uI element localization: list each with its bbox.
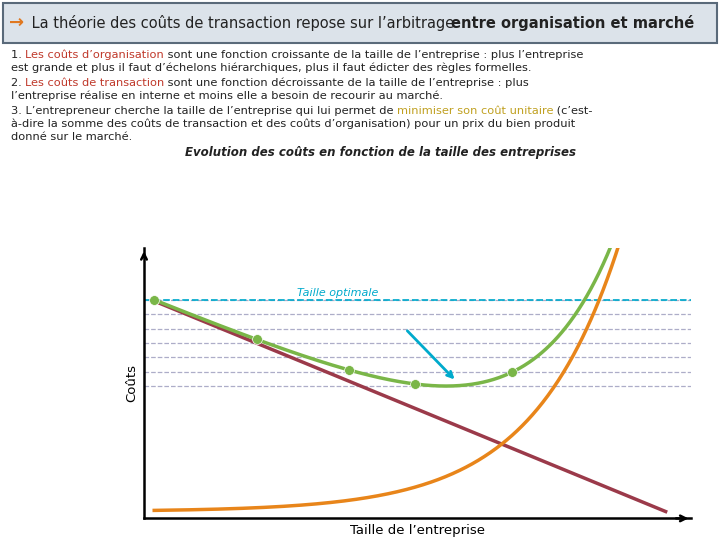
- Point: [148, 295, 160, 304]
- Text: Taille optimale: Taille optimale: [297, 288, 379, 298]
- Text: est grande et plus il faut d’échelons hiérarchiques, plus il faut édicter des rè: est grande et plus il faut d’échelons hi…: [11, 63, 531, 73]
- Text: 3. L’entrepreneur cherche la taille de l’entreprise qui lui permet de: 3. L’entrepreneur cherche la taille de l…: [11, 106, 397, 116]
- Text: l’entreprise réalise en interne et moins elle a besoin de recourir au marché.: l’entreprise réalise en interne et moins…: [11, 91, 443, 102]
- Text: minimiser son coût unitaire: minimiser son coût unitaire: [397, 106, 553, 116]
- Point: [506, 368, 518, 376]
- Point: [660, 46, 671, 55]
- Text: Les coûts de transaction: Les coûts de transaction: [25, 78, 164, 88]
- Text: à-dire la somme des coûts de transaction et des coûts d’organisation) pour un pr: à-dire la somme des coûts de transaction…: [11, 119, 575, 129]
- Point: [251, 335, 262, 343]
- Text: sont une fonction décroissante de la taille de l’entreprise : plus: sont une fonction décroissante de la tai…: [164, 78, 529, 89]
- X-axis label: Taille de l’entreprise: Taille de l’entreprise: [350, 524, 485, 537]
- Text: La théorie des coûts de transaction repose sur l’arbitrage: La théorie des coûts de transaction repo…: [27, 15, 459, 31]
- Text: entre organisation et marché: entre organisation et marché: [451, 15, 694, 31]
- FancyBboxPatch shape: [3, 3, 717, 43]
- Point: [409, 380, 420, 388]
- Y-axis label: Coûts: Coûts: [125, 364, 138, 402]
- Text: (c’est-: (c’est-: [553, 106, 593, 116]
- Text: donné sur le marché.: donné sur le marché.: [11, 132, 132, 142]
- Text: 1.: 1.: [11, 50, 25, 60]
- Text: Les coûts d’organisation: Les coûts d’organisation: [25, 50, 164, 60]
- Text: →: →: [9, 14, 24, 32]
- Text: sont une fonction croissante de la taille de l’entreprise : plus l’entreprise: sont une fonction croissante de la taill…: [164, 50, 583, 60]
- Text: 2.: 2.: [11, 78, 25, 88]
- Point: [343, 366, 354, 374]
- Text: Evolution des coûts en fonction de la taille des entreprises: Evolution des coûts en fonction de la ta…: [185, 146, 576, 159]
